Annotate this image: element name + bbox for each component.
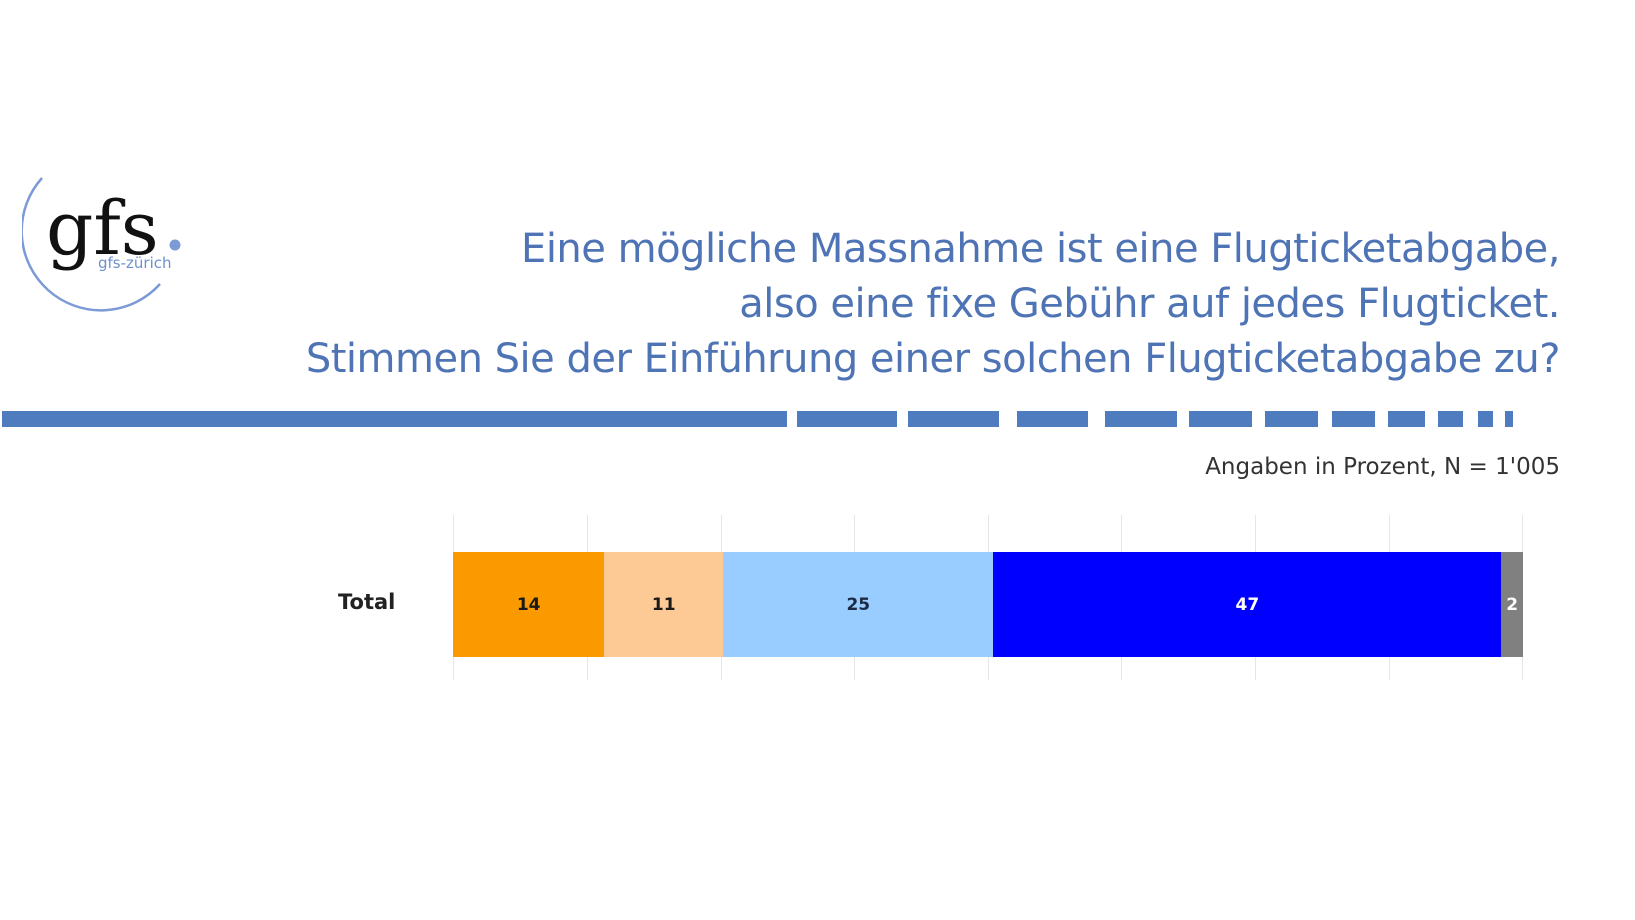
bar-total: 14 11 25 47 2 bbox=[453, 552, 1523, 657]
bar-segment-3: 25 bbox=[723, 552, 994, 657]
logo-subtitle: gfs-zürich bbox=[98, 254, 172, 272]
bar-segment-2: 11 bbox=[604, 552, 724, 657]
separator-segment bbox=[1332, 411, 1375, 427]
bar-segment-4: 47 bbox=[993, 552, 1502, 657]
separator-segment bbox=[1265, 411, 1318, 427]
separator-segment bbox=[1505, 411, 1513, 427]
separator-segment bbox=[797, 411, 897, 427]
separator-segment bbox=[1438, 411, 1463, 427]
stacked-bar-chart: 14 11 25 47 2 bbox=[453, 515, 1523, 680]
separator-segment bbox=[908, 411, 999, 427]
title-line-3: Stimmen Sie der Einführung einer solchen… bbox=[305, 336, 1561, 382]
separator-segment bbox=[1388, 411, 1425, 427]
bar-segment-5: 2 bbox=[1501, 552, 1523, 657]
row-label-total: Total bbox=[338, 590, 396, 614]
separator-segment bbox=[1189, 411, 1252, 427]
page-title: Eine mögliche Massnahme ist eine Flugtic… bbox=[305, 222, 1561, 387]
logo-dot-icon bbox=[169, 239, 181, 251]
bar-segment-1: 14 bbox=[453, 552, 605, 657]
title-line-1: Eine mögliche Massnahme ist eine Flugtic… bbox=[521, 226, 1560, 272]
separator-segment bbox=[1017, 411, 1088, 427]
separator-segment bbox=[1105, 411, 1177, 427]
separator-segment bbox=[1478, 411, 1493, 427]
logo-arc-icon: gfs gfs-zürich bbox=[20, 177, 181, 312]
logo-mark: gfs bbox=[46, 186, 159, 272]
sample-note: Angaben in Prozent, N = 1'005 bbox=[1205, 454, 1560, 480]
gfs-logo: gfs gfs-zürich bbox=[20, 172, 202, 322]
title-line-2: also eine fixe Gebühr auf jedes Flugtick… bbox=[739, 281, 1560, 327]
separator-segment bbox=[2, 411, 787, 427]
